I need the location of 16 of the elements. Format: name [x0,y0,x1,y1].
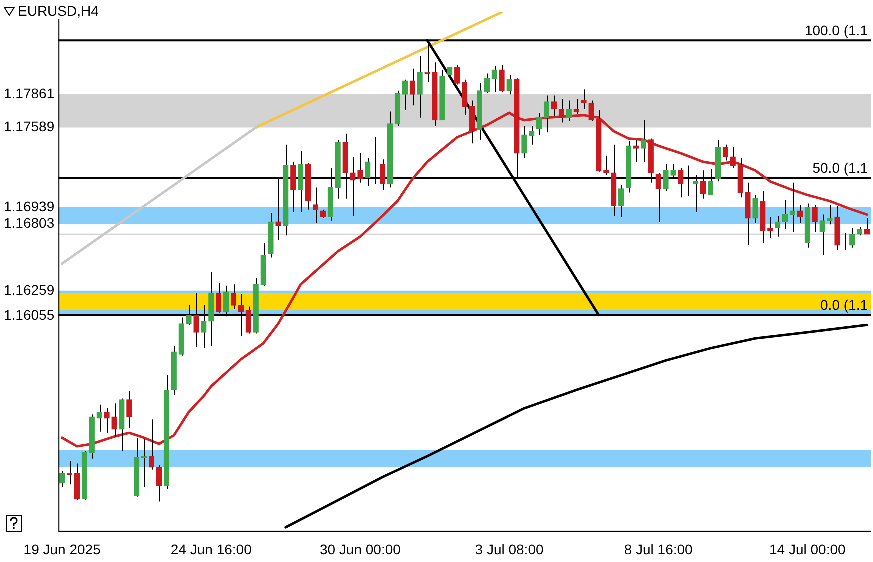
x-tick-label: 14 Jul 00:00 [770,541,846,558]
x-tick-label: 3 Jul 08:00 [475,541,544,558]
x-tick-label: 8 Jul 16:00 [624,541,694,558]
y-tick-label: 1.16939 [4,198,55,214]
y-tick-label: 1.16055 [4,306,55,323]
x-tick-label: 30 Jun 00:00 [320,541,402,558]
annotation: 0.0 (1.1 [820,297,868,314]
annotation: 50.0 (1.1 [812,160,868,176]
x-tick-label: 24 Jun 16:00 [170,541,252,558]
y-tick-label: 1.17589 [4,118,55,135]
chart-title: EURUSD,H4 [18,3,99,19]
y-tick-label: 1.16803 [4,215,55,232]
y-tick-label: 1.16259 [4,282,55,298]
x-tick-label: 19 Jun 2025 [24,541,102,558]
y-tick-label: 1.17861 [4,85,55,102]
annotation: 100.0 (1.1 [804,22,868,38]
